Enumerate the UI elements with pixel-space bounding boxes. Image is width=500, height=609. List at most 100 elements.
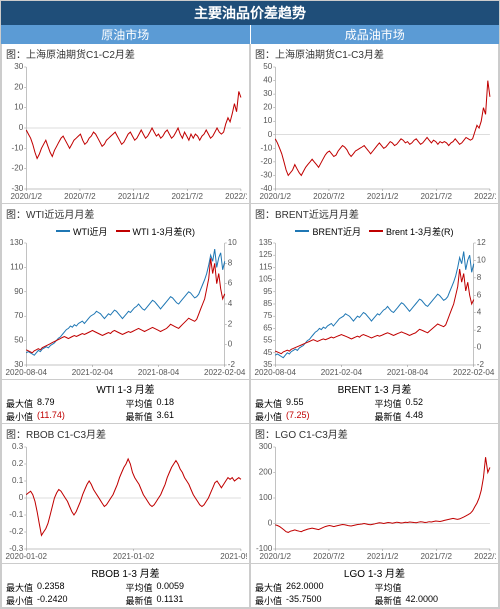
chart-legend: BRENT近月Brent 1-3月差(R) — [251, 223, 498, 239]
stat-min: (7.25) — [286, 410, 310, 423]
chart-title: 图：WTI近远月月差 — [2, 204, 249, 223]
stat-min: -0.2420 — [37, 594, 68, 607]
legend-item: WTI 1-3月差(R) — [116, 225, 196, 238]
svg-text:-20: -20 — [12, 164, 24, 173]
stats-title: WTI 1-3 月差 — [2, 379, 249, 397]
svg-text:2020/7/2: 2020/7/2 — [64, 192, 96, 201]
svg-text:-20: -20 — [261, 157, 273, 166]
chart-grid: 图：上海原油期货C1-C2月差-30-20-1001020302020/1/22… — [1, 44, 499, 608]
chart-title: 图：LGO C1-C3月差 — [251, 424, 498, 443]
stats-title: LGO 1-3 月差 — [251, 563, 498, 581]
svg-text:50: 50 — [263, 63, 273, 71]
stat-max: 262.0000 — [286, 581, 324, 594]
svg-text:0.2: 0.2 — [12, 459, 24, 468]
stats-row: 最小值(7.25)最新值4.48 — [251, 410, 498, 423]
stats-title: RBOB 1-3 月差 — [2, 563, 249, 581]
svg-text:30: 30 — [263, 89, 273, 98]
chart-cell-r3c1: 图：RBOB C1-C3月差-0.3-0.2-0.100.10.20.32020… — [1, 424, 250, 608]
svg-text:75: 75 — [263, 311, 273, 320]
stat-max: 9.55 — [286, 397, 304, 410]
svg-text:-10: -10 — [261, 143, 273, 152]
chart-canvas-wrap: 30507090110130-202468102020-08-042021-02… — [2, 239, 249, 379]
report-card: 主要油品价差趋势 原油市场 成品油市场 图：上海原油期货C1-C2月差-30-2… — [0, 0, 500, 609]
chart-canvas-wrap: -40-30-20-10010203040502020/1/22020/7/22… — [251, 63, 498, 203]
svg-text:20: 20 — [263, 103, 273, 112]
legend-item: Brent 1-3月差(R) — [369, 225, 454, 238]
svg-text:2021-09-02: 2021-09-02 — [220, 552, 247, 561]
svg-text:2021-08-04: 2021-08-04 — [387, 368, 429, 377]
svg-text:0: 0 — [19, 123, 24, 132]
svg-text:2021/7/2: 2021/7/2 — [421, 552, 453, 561]
svg-text:2022/1/2: 2022/1/2 — [474, 552, 496, 561]
svg-text:-30: -30 — [261, 170, 273, 179]
svg-text:4: 4 — [477, 307, 482, 316]
svg-text:4: 4 — [228, 299, 233, 308]
stats-row: 最大值8.79平均值0.18 — [2, 397, 249, 410]
svg-text:0: 0 — [477, 342, 482, 351]
svg-text:6: 6 — [477, 290, 482, 299]
svg-text:2020/7/2: 2020/7/2 — [313, 552, 345, 561]
stat-avg: 0.52 — [406, 397, 424, 410]
chart-cell-r2c2: 图：BRENT近远月月差BRENT近月Brent 1-3月差(R)3545556… — [250, 204, 499, 424]
svg-text:10: 10 — [477, 255, 487, 264]
svg-text:8: 8 — [477, 272, 482, 281]
svg-text:0: 0 — [268, 130, 273, 139]
svg-text:20: 20 — [14, 82, 24, 91]
svg-text:2021-08-04: 2021-08-04 — [138, 368, 180, 377]
stats-row: 最大值262.0000平均值 — [251, 581, 498, 594]
svg-text:2021-02-04: 2021-02-04 — [321, 368, 363, 377]
chart-legend: WTI近月 WTI 1-3月差(R) — [2, 223, 249, 239]
svg-text:100: 100 — [259, 493, 273, 502]
svg-text:2022/1/2: 2022/1/2 — [225, 192, 247, 201]
svg-text:-0.1: -0.1 — [9, 510, 23, 519]
svg-text:55: 55 — [263, 335, 273, 344]
chart-title: 图：上海原油期货C1-C3月差 — [251, 44, 498, 63]
stats-row: 最小值(11.74)最新值3.61 — [2, 410, 249, 423]
stat-avg: 0.0059 — [157, 581, 185, 594]
svg-text:2021-01-02: 2021-01-02 — [113, 552, 155, 561]
chart-canvas-wrap: 35455565758595105115125135-2024681012202… — [251, 239, 498, 379]
svg-text:95: 95 — [263, 286, 273, 295]
chart-title: 图：BRENT近远月月差 — [251, 204, 498, 223]
svg-text:12: 12 — [477, 239, 487, 247]
svg-text:-10: -10 — [12, 143, 24, 152]
stat-min: -35.7500 — [286, 594, 322, 607]
svg-text:50: 50 — [14, 335, 24, 344]
svg-text:70: 70 — [14, 311, 24, 320]
chart-title: 图：上海原油期货C1-C2月差 — [2, 44, 249, 63]
legend-item: WTI近月 — [56, 225, 108, 238]
svg-text:110: 110 — [10, 262, 23, 271]
stat-max: 0.2358 — [37, 581, 65, 594]
stats-row: 最小值-0.2420最新值0.1131 — [2, 594, 249, 607]
svg-text:10: 10 — [14, 103, 24, 112]
stat-latest: 4.48 — [406, 410, 424, 423]
chart-svg: 30507090110130-202468102020-08-042021-02… — [4, 239, 247, 379]
svg-text:2021/1/2: 2021/1/2 — [367, 192, 399, 201]
svg-text:6: 6 — [228, 278, 233, 287]
chart-svg: -10001002003002020/1/22020/7/22021/1/220… — [253, 443, 496, 563]
svg-text:85: 85 — [263, 299, 273, 308]
svg-text:300: 300 — [259, 443, 273, 451]
stats-title: BRENT 1-3 月差 — [251, 379, 498, 397]
svg-text:0: 0 — [19, 493, 24, 502]
svg-text:0.1: 0.1 — [12, 476, 24, 485]
stats-row: 最大值0.2358平均值0.0059 — [2, 581, 249, 594]
svg-text:2020-08-04: 2020-08-04 — [6, 368, 48, 377]
chart-svg: -40-30-20-10010203040502020/1/22020/7/22… — [253, 63, 496, 203]
svg-text:0.3: 0.3 — [12, 443, 24, 451]
chart-cell-r1c1: 图：上海原油期货C1-C2月差-30-20-1001020302020/1/22… — [1, 44, 250, 204]
svg-text:65: 65 — [263, 323, 273, 332]
svg-text:2020-08-04: 2020-08-04 — [255, 368, 297, 377]
svg-text:2020/1/2: 2020/1/2 — [11, 192, 43, 201]
svg-text:10: 10 — [228, 239, 238, 247]
chart-cell-r2c1: 图：WTI近远月月差WTI近月WTI 1-3月差(R)3050709011013… — [1, 204, 250, 424]
chart-svg: -0.3-0.2-0.100.10.20.32020-01-022021-01-… — [4, 443, 247, 563]
svg-text:115: 115 — [259, 262, 272, 271]
svg-text:2: 2 — [477, 325, 482, 334]
left-subheader: 原油市场 — [1, 25, 251, 44]
svg-text:130: 130 — [10, 239, 24, 247]
chart-canvas-wrap: -0.3-0.2-0.100.10.20.32020-01-022021-01-… — [2, 443, 249, 563]
stat-latest: 42.0000 — [406, 594, 439, 607]
svg-text:135: 135 — [259, 239, 273, 247]
svg-text:30: 30 — [14, 63, 24, 71]
